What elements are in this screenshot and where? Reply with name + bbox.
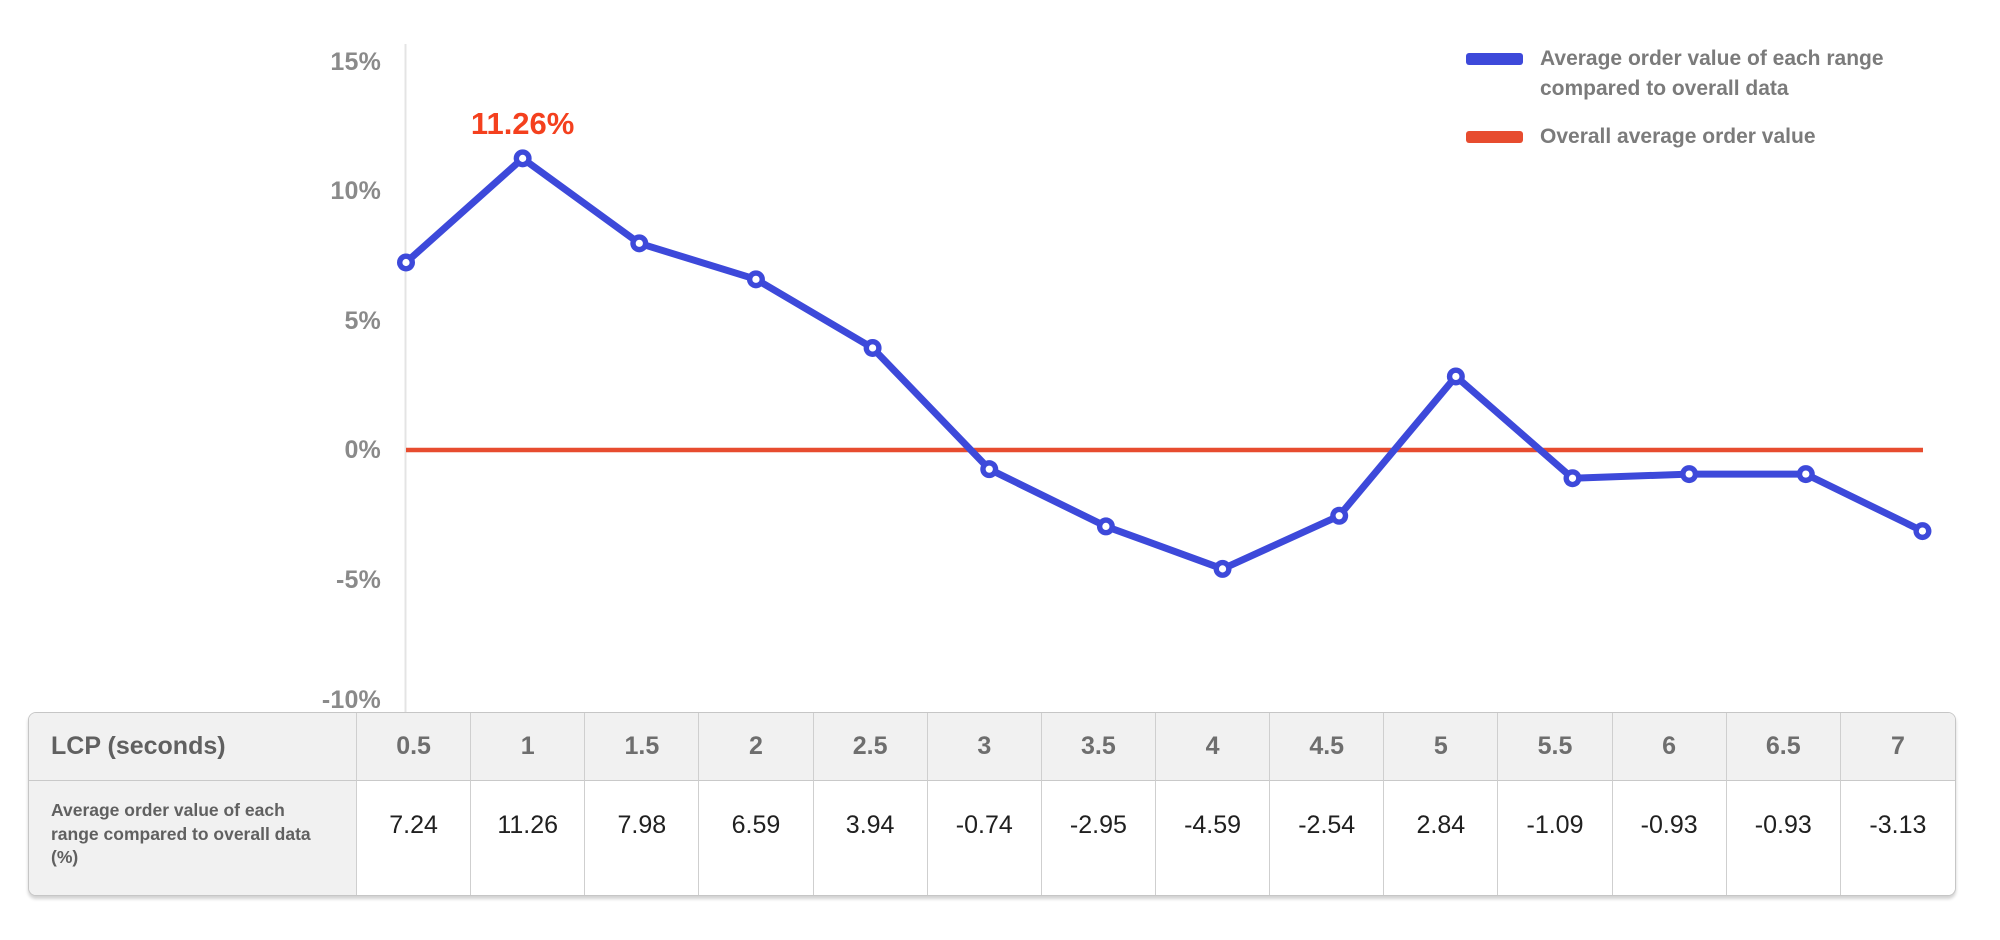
- table-column-header: 2: [699, 713, 814, 781]
- y-axis-tick-label: -5%: [335, 565, 381, 594]
- table-column-header: 3.5: [1041, 713, 1156, 781]
- table-value-cell: 2.84: [1384, 781, 1499, 895]
- data-point-marker-hole: [1452, 372, 1460, 381]
- y-axis-tick-label: 5%: [344, 306, 381, 335]
- data-point-marker-hole: [1918, 527, 1927, 535]
- peak-value-annotation: 11.26%: [470, 106, 575, 141]
- series-line: [402, 154, 1926, 573]
- table-value-cell: 6.59: [699, 781, 814, 895]
- table-column-header: 1: [471, 713, 586, 781]
- table-value-cell: -0.93: [1726, 781, 1841, 895]
- table-value-cell: -0.74: [927, 781, 1042, 895]
- data-point-marker-hole: [1335, 512, 1343, 520]
- table-value-cell: 7.24: [357, 781, 472, 895]
- table-column-header: 5.5: [1498, 713, 1613, 781]
- table-column-header: 6.5: [1726, 713, 1841, 781]
- data-point-marker-hole: [1802, 470, 1810, 478]
- table-column-header: 0.5: [357, 713, 472, 781]
- table-value-cell: 11.26: [471, 781, 586, 895]
- lcp-data-table: LCP (seconds) 0.5 1 1.5 2 2.5 3 3.5 4 4.5 5 5.5 6 6.5…: [28, 712, 1956, 896]
- data-point-marker-hole: [985, 465, 993, 473]
- table-column-header: 2.5: [813, 713, 928, 781]
- table-column-header: 1.5: [585, 713, 700, 781]
- data-point-marker-hole: [1102, 522, 1110, 531]
- table-value-cell: -0.93: [1612, 781, 1727, 895]
- table-value-cell: -2.54: [1270, 781, 1385, 895]
- chart-legend: Average order value of each range compar…: [1466, 44, 1885, 152]
- table-column-header: 6: [1612, 713, 1727, 781]
- table-value-cell: -3.13: [1840, 781, 1955, 895]
- y-axis-tick-label: -10%: [321, 686, 381, 714]
- table-column-header: 7: [1840, 713, 1955, 781]
- table-corner-label: LCP (seconds): [29, 713, 357, 781]
- legend-series-label: Average order value of each range compar…: [1540, 47, 1884, 100]
- y-axis-tick-label: 0%: [344, 436, 381, 464]
- series-line-swatch-icon: [1466, 53, 1523, 65]
- table-value-cell: 3.94: [813, 781, 928, 895]
- data-point-marker-hole: [1685, 470, 1693, 478]
- data-point-marker-hole: [1218, 565, 1227, 573]
- data-point-marker-hole: [519, 154, 527, 162]
- legend-item-series[interactable]: Average order value of each range compar…: [1466, 44, 1885, 104]
- line-chart-canvas: [397, 44, 1932, 712]
- table-row-label: Average order value of each range compar…: [29, 781, 357, 895]
- data-point-marker-hole: [635, 239, 643, 247]
- table-value-cell: -4.59: [1156, 781, 1271, 895]
- data-point-marker-hole: [869, 344, 877, 352]
- table-value-cell: -2.95: [1041, 781, 1156, 895]
- data-point-marker-hole: [402, 258, 410, 267]
- y-axis-tick-label: 10%: [330, 177, 381, 205]
- table-value-cell: 7.98: [585, 781, 700, 895]
- table-column-header: 4: [1156, 713, 1271, 781]
- table-column-header: 5: [1384, 713, 1499, 781]
- legend-overall-label: Overall average order value: [1540, 125, 1816, 148]
- table-column-header: 4.5: [1270, 713, 1385, 781]
- y-axis-tick-label: 15%: [330, 47, 381, 76]
- legend-item-overall[interactable]: Overall average order value: [1466, 122, 1885, 152]
- table-value-cell: -1.09: [1498, 781, 1613, 895]
- data-point-marker-hole: [752, 275, 760, 283]
- overall-line-swatch-icon: [1466, 131, 1523, 143]
- data-point-marker-hole: [1568, 474, 1577, 482]
- table-column-header: 3: [927, 713, 1042, 781]
